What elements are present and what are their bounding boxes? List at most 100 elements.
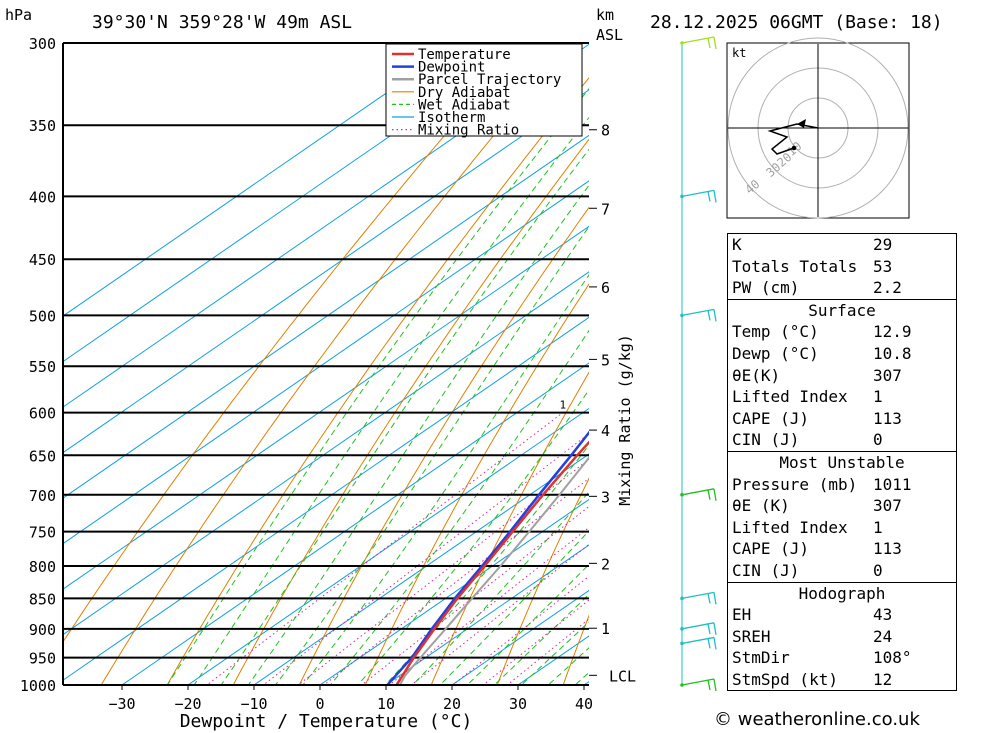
indices-panel: K 29 Totals Totals 53 PW (cm) 2.2 Surface T…	[727, 233, 957, 692]
legend-label: Dry Adiabat	[418, 85, 511, 101]
surface-cape-row: CAPE (J) 113	[728, 408, 956, 430]
surface-thetae-value: 307	[873, 365, 902, 385]
wind-barb	[680, 308, 717, 322]
dry-adiabat-line	[430, 371, 589, 685]
most-unstable-title: Most Unstable	[779, 452, 905, 472]
mu-cin-label: CIN (J)	[732, 560, 800, 580]
stmspd-label: StmSpd (kt)	[732, 669, 838, 689]
isotherm-line	[385, 544, 589, 685]
hodograph-unit-label: kt	[732, 46, 746, 60]
wind-barb	[680, 591, 717, 605]
surface-thetae-label: θE(K)	[732, 365, 781, 385]
mu-cape-row: CAPE (J) 113	[728, 538, 956, 560]
surface-cin-value: 0	[873, 430, 883, 450]
mu-pressure-value: 1011	[873, 474, 912, 494]
surface-cin-label: CIN (J)	[732, 430, 800, 450]
pressure-tick-label: 700	[29, 487, 56, 505]
surface-title: Surface	[808, 300, 876, 320]
eh-value: 43	[873, 605, 893, 625]
x-tick-label: 0	[315, 695, 324, 713]
wind-barb	[680, 622, 717, 635]
height-tick-label: 1	[601, 620, 610, 638]
wet-adiabat-line	[274, 225, 589, 685]
stmdir-row: StmDir 108°	[728, 647, 956, 669]
height-unit-asl: ASL	[596, 26, 623, 44]
pressure-tick-label: 800	[29, 558, 56, 576]
mu-thetae-row: θE (K) 307	[728, 495, 956, 517]
stmdir-value: 108°	[873, 648, 912, 668]
surface-thetae-row: θE(K) 307	[728, 365, 956, 387]
wind-barb	[680, 636, 717, 650]
pw-row: PW (cm) 2.2	[728, 277, 956, 299]
totals-totals-value: 53	[873, 256, 893, 276]
wind-barbs	[680, 36, 717, 692]
sreh-label: SREH	[732, 626, 771, 646]
mixing-ratio-line	[482, 599, 589, 685]
surface-dewp-label: Dewp (°C)	[732, 343, 819, 363]
wind-barb	[680, 678, 717, 692]
credit-text[interactable]: © weatheronline.co.uk	[714, 709, 920, 730]
height-tick-label: LCL	[609, 667, 636, 685]
mixing-ratio-axis-title: Mixing Ratio (g/kg)	[616, 334, 634, 506]
surface-cape-label: CAPE (J)	[732, 408, 810, 428]
dry-adiabat-line	[100, 43, 572, 685]
stmspd-row: StmSpd (kt) 12	[728, 669, 956, 691]
dry-adiabat-line	[298, 206, 589, 685]
height-tick-label: 8	[601, 122, 610, 140]
mixing-ratio-line	[297, 458, 589, 685]
parcel-trajectory-series-line	[398, 456, 589, 685]
stmdir-label: StmDir	[732, 648, 790, 668]
isotherm-line	[63, 271, 589, 636]
temperature-series-line	[395, 440, 589, 685]
wet-adiabat-line	[220, 148, 589, 685]
pw-value: 2.2	[873, 278, 902, 298]
axes: −30 −20 −10 0 10 20 30 40	[62, 43, 593, 713]
x-tick-label: −20	[174, 695, 201, 713]
pw-label: PW (cm)	[732, 278, 800, 298]
sreh-row: SREH 24	[728, 626, 956, 648]
legend-label: Mixing Ratio	[418, 123, 519, 139]
location-title: 39°30'N 359°28'W 49m ASL	[92, 12, 352, 33]
mu-cin-value: 0	[873, 560, 883, 580]
wet-adiabat-line	[302, 274, 589, 685]
mu-cape-value: 113	[873, 539, 902, 559]
isotherm-line	[253, 453, 589, 685]
wind-barb	[680, 189, 717, 203]
hodograph-point	[791, 145, 797, 151]
x-tick-label: 40	[575, 695, 593, 713]
isotherm-line	[63, 43, 460, 317]
mu-pressure-row: Pressure (mb) 1011	[728, 474, 956, 496]
wet-adiabat-line	[193, 116, 589, 685]
mixing-ratio-line	[206, 412, 564, 685]
height-tick-label: 7	[601, 200, 610, 218]
legend-label: Temperature	[418, 47, 511, 63]
mu-li-label: Lifted Index	[732, 517, 848, 537]
pressure-tick-label: 400	[29, 188, 56, 206]
pressure-unit-label: hPa	[5, 6, 32, 24]
sreh-value: 24	[873, 626, 893, 646]
surface-li-label: Lifted Index	[732, 387, 848, 407]
wet-adiabat-line	[247, 184, 589, 685]
general-indices: K 29 Totals Totals 53 PW (cm) 2.2	[728, 234, 956, 299]
legend-label: Parcel Trajectory	[418, 72, 561, 88]
x-tick-label: −30	[108, 695, 135, 713]
k-index-label: K	[732, 235, 742, 254]
x-tick-label: −10	[240, 695, 267, 713]
surface-cape-value: 113	[873, 408, 902, 428]
x-tick-label: 20	[443, 695, 461, 713]
height-tick-label: 3	[601, 488, 610, 506]
pressure-tick-label: 850	[29, 590, 56, 608]
wind-barb	[680, 36, 717, 50]
pressure-tick-label: 600	[29, 405, 56, 423]
mixing-ratio-labels: 1	[559, 399, 566, 412]
height-tick-label: 2	[601, 555, 610, 573]
surface-li-value: 1	[873, 387, 883, 407]
profile-lines	[385, 430, 589, 685]
legend-label: Wet Adiabat	[418, 97, 511, 113]
legend-label: Dewpoint	[418, 60, 485, 76]
isotherm-line	[319, 498, 589, 685]
dry-adiabat-line	[232, 138, 589, 685]
pressure-tick-label: 650	[29, 447, 56, 465]
